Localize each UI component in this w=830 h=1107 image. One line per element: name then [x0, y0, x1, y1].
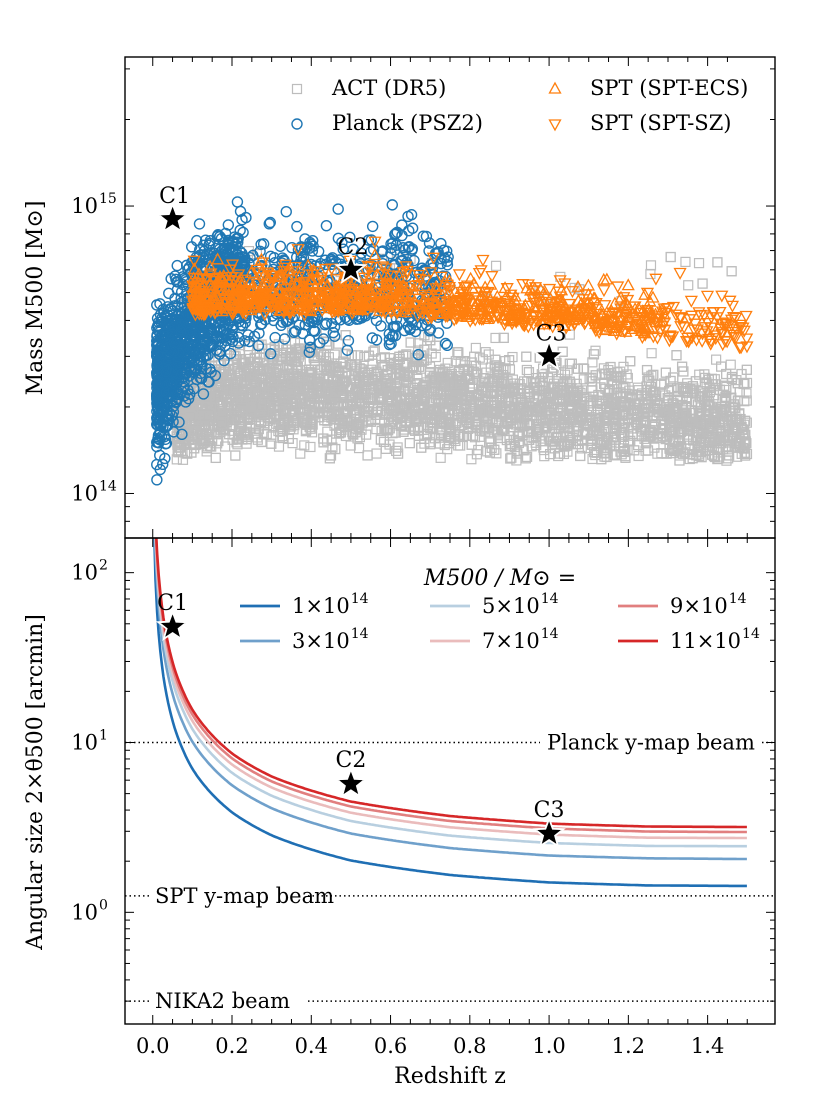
act-point: [481, 367, 492, 378]
act-point: [435, 452, 446, 463]
act-point: [680, 256, 691, 268]
act-point: [683, 280, 694, 291]
act-point: [665, 251, 676, 263]
act-point: [579, 363, 590, 374]
act-point: [578, 363, 589, 374]
act-point: [369, 345, 380, 356]
act-point: [697, 278, 708, 289]
act-point: [375, 434, 387, 445]
act-point: [329, 349, 340, 360]
act-point: [490, 332, 501, 344]
top-scatter-points: [151, 196, 754, 486]
act-point: [539, 451, 550, 462]
act-point: [230, 450, 241, 461]
act-point: [536, 369, 547, 380]
act-point: [413, 338, 424, 349]
act-point: [712, 257, 723, 268]
planck-point: [269, 331, 281, 344]
act-point: [649, 442, 660, 453]
act-point: [625, 356, 636, 367]
act-point: [295, 448, 306, 459]
planck-point: [405, 209, 418, 221]
act-point: [423, 332, 434, 343]
act-point: [220, 441, 231, 452]
act-point: [620, 452, 631, 463]
act-point: [521, 351, 532, 362]
act-point: [590, 345, 601, 356]
act-point: [318, 349, 330, 361]
act-point: [230, 450, 241, 461]
act-point: [329, 349, 340, 360]
act-point: [442, 444, 453, 455]
act-point: [362, 450, 373, 461]
act-point: [404, 437, 415, 449]
act-point: [490, 260, 502, 271]
act-point: [584, 373, 595, 384]
act-point: [721, 381, 732, 393]
act-point: [693, 258, 705, 269]
act-point: [645, 260, 657, 271]
act-point: [671, 350, 682, 361]
act-point: [712, 257, 723, 268]
act-point: [665, 251, 676, 263]
act-point: [269, 378, 280, 389]
act-point: [736, 448, 747, 459]
act-point: [473, 444, 484, 456]
act-point: [362, 450, 373, 461]
act-point: [671, 350, 682, 361]
act-point: [305, 441, 316, 453]
act-point: [404, 437, 415, 449]
act-point: [625, 356, 636, 367]
act-point: [326, 408, 338, 420]
planck-point: [171, 259, 183, 272]
act-point: [646, 348, 657, 359]
act-point: [210, 452, 221, 464]
act-point: [371, 448, 382, 459]
act-point: [725, 359, 736, 370]
act-point: [723, 453, 734, 464]
act-point: [321, 336, 332, 347]
act-point: [477, 354, 489, 365]
act-point: [491, 448, 502, 459]
act-point: [521, 364, 532, 376]
act-point: [453, 347, 464, 358]
act-point: [375, 434, 387, 445]
act-point: [521, 351, 532, 362]
planck-point: [231, 196, 244, 208]
act-point: [480, 347, 491, 358]
act-point: [558, 448, 570, 460]
planck-point: [151, 474, 163, 486]
act-point: [353, 442, 365, 454]
act-point: [726, 266, 737, 277]
act-point: [697, 278, 708, 289]
act-point: [470, 342, 481, 354]
act-point: [210, 452, 221, 464]
act-point: [726, 266, 737, 277]
act-point: [587, 357, 598, 368]
